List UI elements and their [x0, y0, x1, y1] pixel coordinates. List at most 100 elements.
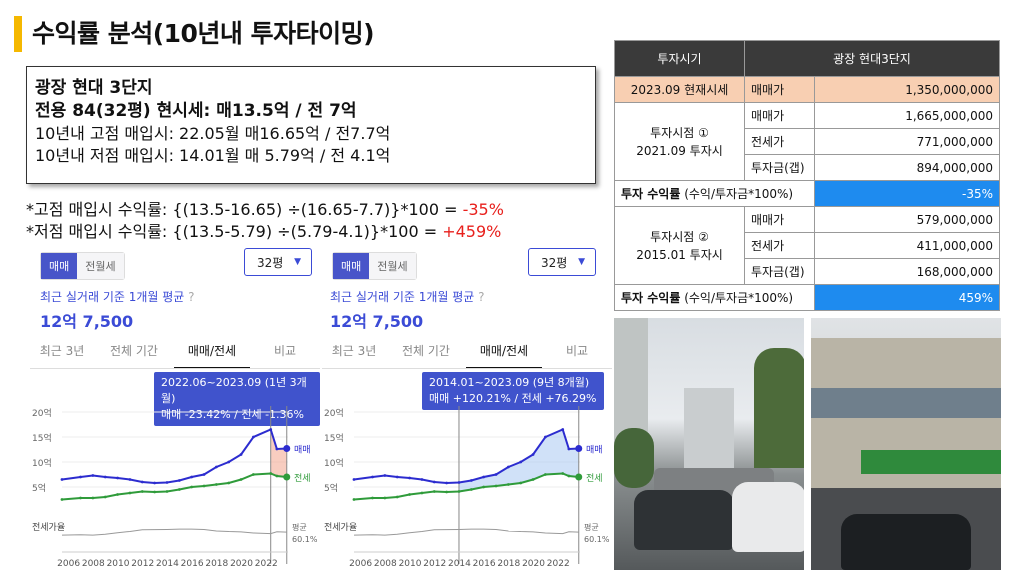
tab-compare[interactable]: 비교: [565, 344, 589, 358]
sale-point: [408, 476, 411, 480]
sale-point: [91, 474, 95, 477]
sale-point: [519, 460, 523, 464]
period-tabs: 최근 3년 전체 기간 매매/전세 비교: [322, 342, 612, 369]
point2-value-1: 411,000,000: [814, 232, 1000, 259]
tree-image: [754, 348, 804, 468]
formula-low-result: +459%: [442, 222, 502, 241]
help-icon[interactable]: ?: [188, 290, 195, 304]
deal-type-toggle: 매매 전월세: [40, 252, 125, 280]
tab-sale[interactable]: 매매: [41, 253, 78, 279]
sale-point: [395, 475, 399, 479]
y-tick-label: 15억: [32, 432, 52, 444]
chevron-down-icon: ▼: [578, 257, 585, 267]
jeonse-point: [153, 490, 157, 494]
y-tick-label: 10억: [32, 457, 52, 469]
legend-sale: 매매: [586, 445, 603, 456]
sale-point: [79, 475, 82, 479]
point1-key-0: 매매가: [744, 102, 815, 129]
jeonse-point: [116, 493, 119, 496]
tab-recent-3y[interactable]: 최근 3년: [39, 344, 85, 358]
size-select-value: 32평: [541, 256, 568, 270]
investment-table: 투자시기 광장 현대3단지 2023.09 현재시세 매매가 1,350,000…: [614, 40, 1000, 311]
current-key: 매매가: [744, 76, 815, 103]
point1-value-0: 1,665,000,000: [814, 102, 1000, 129]
deal-type-toggle: 매매 전월세: [332, 252, 417, 280]
jeonse-point: [395, 495, 399, 499]
tab-rent[interactable]: 전월세: [369, 253, 416, 279]
jeonse-point: [567, 474, 571, 478]
avg-pct: 60.1%: [584, 535, 610, 544]
tab-sale[interactable]: 매매: [333, 253, 370, 279]
sale-point: [506, 465, 510, 469]
sale-point: [494, 473, 498, 476]
x-tick-label: 2014: [448, 559, 471, 569]
jeonse-point: [531, 478, 535, 481]
page-title: 수익률 분석(10년내 투자타이밍): [32, 19, 375, 48]
sale-point: [116, 476, 119, 480]
current-price-line: 전용 84(32평) 현시세: 매13.5억 / 전 7억: [35, 101, 357, 121]
sale-point: [214, 465, 218, 469]
legend-sale: 매매: [294, 445, 311, 456]
point1-value-1: 771,000,000: [814, 128, 1000, 155]
avg-label-text: 최근 실거래 기준 1개월 평균: [40, 290, 185, 304]
formula-high: *고점 매입시 수익률: {(13.5-16.65) ÷(16.65-7.7)}…: [26, 196, 504, 220]
return2-label-norm: (수익/투자금*100%): [680, 291, 794, 305]
table-head-complex: 광장 현대3단지: [744, 40, 1000, 77]
point2-label-a: 투자시점 ②: [650, 229, 709, 244]
jeonse-point: [140, 490, 144, 493]
jeonse-point: [519, 481, 523, 485]
property-info-box: 광장 현대 3단지 전용 84(32평) 현시세: 매13.5억 / 전 7억 …: [26, 66, 596, 184]
x-tick-label: 2006: [349, 559, 372, 569]
formula-high-text: *고점 매입시 수익률: {(13.5-16.65) ÷(16.65-7.7)}…: [26, 200, 463, 219]
point2-key-0: 매매가: [744, 206, 815, 233]
help-icon[interactable]: ?: [478, 290, 485, 304]
avg-label: 최근 실거래 기준 1개월 평균 ?: [330, 288, 485, 305]
table-row: 2023.09 현재시세 매매가 1,350,000,000: [614, 76, 1000, 103]
jeonse-end-dot: [575, 473, 583, 481]
x-tick-label: 2008: [82, 559, 105, 569]
car-image: [634, 490, 734, 550]
tab-all-period[interactable]: 전체 기간: [402, 344, 450, 358]
x-tick-label: 2012: [131, 559, 154, 569]
jeonse-point: [561, 472, 565, 475]
sale-point: [165, 481, 169, 484]
jeonse-point: [457, 490, 461, 493]
tab-divider: [322, 368, 612, 369]
jeonse-point: [239, 478, 243, 481]
x-tick-label: 2006: [57, 559, 80, 569]
x-tick-label: 2016: [473, 559, 496, 569]
size-select[interactable]: 32평 ▼: [244, 248, 312, 276]
point2-value-2: 168,000,000: [814, 258, 1000, 285]
table-row: 투자 수익률 (수익/투자금*100%) 459%: [614, 284, 1000, 311]
point1-value-2: 894,000,000: [814, 154, 1000, 181]
jeonse-point: [371, 496, 374, 500]
return1-value: -35%: [814, 180, 1000, 207]
point2-label-b: 2015.01 투자시: [636, 247, 723, 262]
point1-label: 투자시점 ① 2021.09 투자시: [614, 102, 745, 181]
size-select[interactable]: 32평 ▼: [528, 248, 596, 276]
avg-label: 평균: [292, 522, 307, 532]
x-tick-label: 2020: [230, 559, 253, 569]
tab-all-period[interactable]: 전체 기간: [110, 344, 158, 358]
tab-sale-jeonse[interactable]: 매매/전세: [466, 342, 542, 369]
sale-point: [420, 478, 424, 481]
tab-recent-3y[interactable]: 최근 3년: [331, 344, 377, 358]
jeonse-point: [91, 496, 95, 500]
chart-panel-high: 매매 전월세 32평 ▼ 최근 실거래 기준 1개월 평균 ? 12억 7,500…: [30, 248, 320, 570]
tab-rent[interactable]: 전월세: [77, 253, 124, 279]
table-row: 전세가 771,000,000: [615, 128, 1000, 155]
tab-sale-jeonse[interactable]: 매매/전세: [174, 342, 250, 369]
sale-point: [482, 475, 486, 479]
current-value: 1,350,000,000: [814, 76, 1000, 103]
jeonse-point: [128, 491, 132, 495]
table-head-period: 투자시기: [614, 40, 745, 77]
x-tick-label: 2010: [107, 559, 130, 569]
table-row: 전세가 411,000,000: [615, 232, 1000, 259]
sale-point: [153, 481, 157, 485]
jeonse-point: [432, 490, 436, 493]
avg-label: 평균: [584, 522, 599, 532]
apartment-building-image: [684, 388, 734, 468]
jeonse-point: [275, 474, 279, 478]
tab-compare[interactable]: 비교: [273, 344, 297, 358]
